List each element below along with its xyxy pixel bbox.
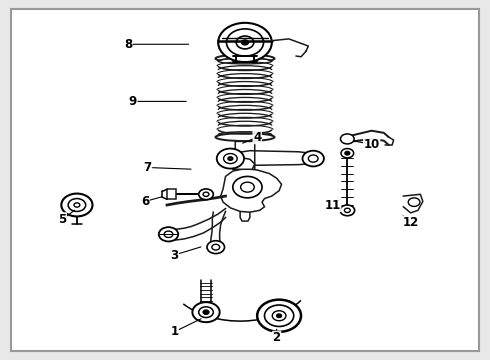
Circle shape <box>242 40 248 45</box>
Circle shape <box>193 302 220 322</box>
Polygon shape <box>235 141 255 194</box>
Text: 6: 6 <box>141 195 149 208</box>
Ellipse shape <box>216 55 274 63</box>
Circle shape <box>199 307 213 318</box>
Circle shape <box>212 244 220 250</box>
Text: 4: 4 <box>253 131 261 144</box>
Circle shape <box>223 154 237 163</box>
Circle shape <box>408 198 420 206</box>
Text: 10: 10 <box>364 138 380 151</box>
Ellipse shape <box>218 132 272 138</box>
Circle shape <box>241 182 254 192</box>
Circle shape <box>218 23 272 62</box>
Circle shape <box>236 36 254 49</box>
FancyBboxPatch shape <box>11 9 479 351</box>
Circle shape <box>341 134 354 144</box>
Circle shape <box>257 300 301 332</box>
Text: 7: 7 <box>144 161 151 174</box>
Circle shape <box>203 310 209 314</box>
Polygon shape <box>167 189 176 199</box>
Text: 2: 2 <box>272 332 281 345</box>
Polygon shape <box>240 194 250 221</box>
Circle shape <box>68 199 86 211</box>
Text: 5: 5 <box>58 213 67 226</box>
Ellipse shape <box>216 133 274 141</box>
Circle shape <box>226 29 264 56</box>
Circle shape <box>341 149 354 158</box>
Circle shape <box>308 155 318 162</box>
Circle shape <box>345 152 350 155</box>
Circle shape <box>344 208 350 212</box>
Circle shape <box>199 189 213 200</box>
Circle shape <box>265 305 294 327</box>
Circle shape <box>207 241 224 253</box>
Text: 1: 1 <box>171 325 178 338</box>
Text: 12: 12 <box>402 216 419 229</box>
Circle shape <box>302 151 324 166</box>
Circle shape <box>233 176 262 198</box>
Circle shape <box>159 227 178 242</box>
Polygon shape <box>220 168 282 212</box>
Ellipse shape <box>218 58 272 64</box>
Text: 8: 8 <box>124 38 132 51</box>
Text: 9: 9 <box>129 95 137 108</box>
Circle shape <box>61 194 93 216</box>
Circle shape <box>340 205 355 216</box>
Circle shape <box>164 231 173 238</box>
Text: 11: 11 <box>324 198 341 212</box>
Polygon shape <box>230 158 255 169</box>
Circle shape <box>203 192 209 197</box>
Circle shape <box>228 157 233 160</box>
Polygon shape <box>170 208 225 240</box>
Circle shape <box>272 311 286 321</box>
Text: 3: 3 <box>171 248 178 261</box>
Polygon shape <box>211 211 225 244</box>
Circle shape <box>217 149 244 168</box>
Circle shape <box>74 203 80 207</box>
Circle shape <box>277 314 282 318</box>
